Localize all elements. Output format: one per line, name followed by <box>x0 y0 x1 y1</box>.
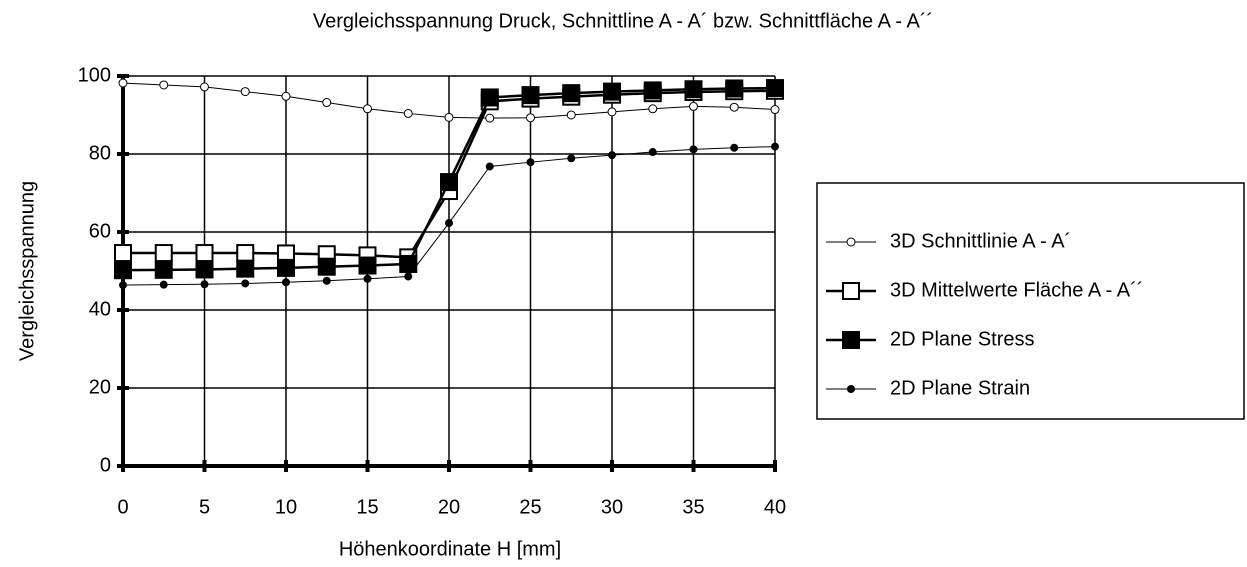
marker <box>480 88 499 107</box>
legend-label: 2D Plane Strain <box>890 377 1030 399</box>
marker <box>771 142 779 151</box>
marker <box>236 259 255 278</box>
marker <box>322 276 331 285</box>
y-axis-label: Vergleichsspannung <box>16 181 38 361</box>
marker <box>241 279 250 288</box>
y-tick-label: 100 <box>78 64 111 86</box>
marker <box>444 112 454 122</box>
marker <box>608 151 616 160</box>
x-tick-label: 40 <box>764 496 786 518</box>
chart-title: Vergleichsspannung Druck, Schnittline A … <box>313 10 933 32</box>
marker <box>526 158 535 167</box>
marker <box>684 80 703 99</box>
marker <box>119 281 127 290</box>
marker <box>485 113 495 123</box>
marker <box>643 81 662 100</box>
marker <box>114 261 132 280</box>
marker <box>445 219 453 228</box>
marker <box>118 78 128 88</box>
marker <box>567 154 576 163</box>
marker <box>363 274 372 283</box>
marker <box>277 258 295 277</box>
marker <box>281 91 291 101</box>
marker <box>404 272 413 281</box>
x-axis-label: Höhenkoordinate H [mm] <box>339 538 561 560</box>
x-tick-label: 25 <box>519 496 541 518</box>
marker <box>200 82 209 92</box>
marker <box>766 79 784 98</box>
legend-marker <box>842 282 860 300</box>
marker <box>566 110 576 120</box>
x-tick-label: 10 <box>275 496 297 518</box>
y-tick-label: 40 <box>89 298 111 320</box>
marker <box>195 244 214 263</box>
x-tick-label: 30 <box>601 496 623 518</box>
marker <box>648 104 658 114</box>
marker <box>725 79 744 98</box>
marker <box>114 244 132 263</box>
marker <box>317 257 336 276</box>
marker <box>159 80 169 90</box>
marker <box>358 256 377 275</box>
marker <box>562 84 581 103</box>
legend-marker <box>846 237 856 247</box>
marker <box>282 278 290 287</box>
marker <box>603 82 621 101</box>
marker <box>154 244 173 263</box>
marker <box>729 102 739 112</box>
marker <box>322 98 332 108</box>
marker <box>240 87 250 97</box>
x-tick-label: 5 <box>199 496 210 518</box>
y-tick-label: 60 <box>89 220 111 242</box>
legend-label: 2D Plane Stress <box>890 328 1035 350</box>
y-tick-label: 80 <box>89 142 111 164</box>
marker <box>648 148 657 157</box>
marker <box>399 254 418 273</box>
marker <box>200 280 209 289</box>
marker <box>485 162 494 171</box>
x-tick-label: 35 <box>682 496 704 518</box>
x-tick-label: 15 <box>356 496 378 518</box>
marker <box>770 105 780 115</box>
marker <box>607 107 617 117</box>
y-tick-label: 20 <box>89 376 111 398</box>
legend-marker <box>847 385 855 393</box>
marker <box>403 108 413 118</box>
marker <box>154 260 173 279</box>
legend-box <box>816 182 1245 420</box>
legend-label: 3D Schnittlinie A - A´ <box>890 230 1071 252</box>
marker <box>521 86 540 105</box>
marker <box>195 260 214 279</box>
legend-marker <box>842 331 860 349</box>
marker <box>689 101 698 111</box>
x-tick-label: 20 <box>438 496 460 518</box>
marker <box>440 173 458 192</box>
legend-label: 3D Mittelwerte Fläche A - A´´ <box>890 279 1143 301</box>
x-tick-label: 0 <box>117 496 128 518</box>
y-tick-label: 0 <box>100 454 111 476</box>
marker <box>363 104 372 114</box>
marker <box>730 143 739 152</box>
marker <box>526 113 535 123</box>
marker <box>159 280 168 289</box>
marker <box>689 145 698 154</box>
marker <box>236 244 255 263</box>
